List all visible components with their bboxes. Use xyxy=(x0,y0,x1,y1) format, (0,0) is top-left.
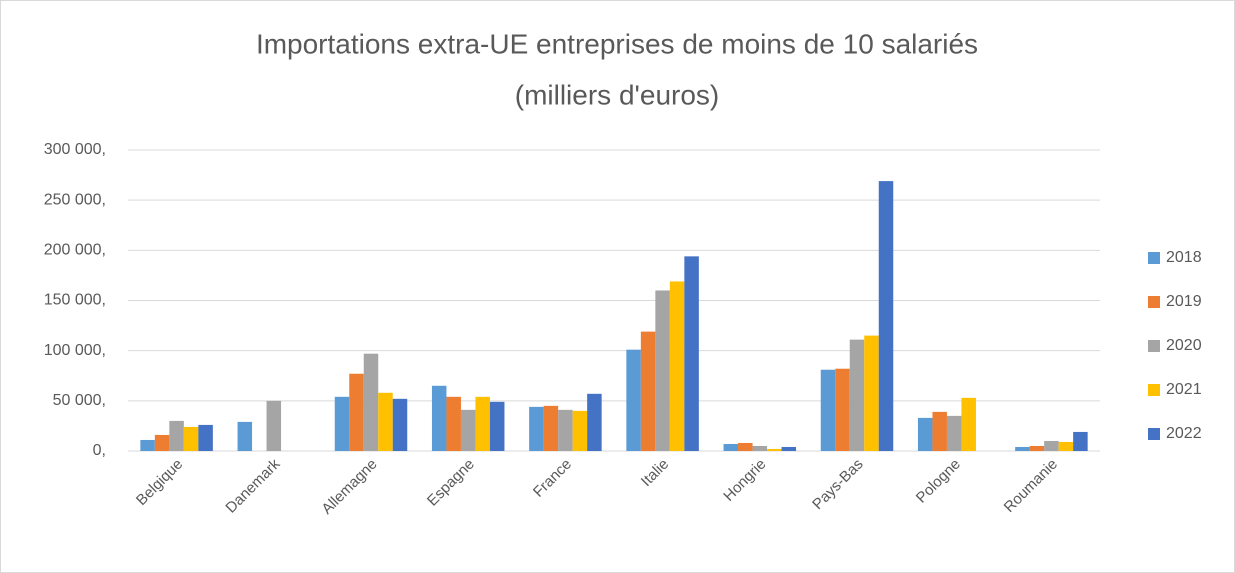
bar xyxy=(543,405,559,451)
legend-label: 2019 xyxy=(1166,293,1202,310)
bar xyxy=(169,420,184,451)
legend-label: 2021 xyxy=(1166,381,1202,398)
bar xyxy=(684,256,699,451)
bar xyxy=(946,415,962,451)
y-tick-label: 300 000, xyxy=(44,141,106,158)
legend-swatch xyxy=(1148,340,1160,352)
legend-swatch xyxy=(1148,384,1160,396)
bar xyxy=(392,398,408,451)
bar xyxy=(334,396,350,451)
bar xyxy=(431,385,447,451)
bar xyxy=(460,409,476,451)
legend-label: 2020 xyxy=(1166,337,1202,354)
bar xyxy=(961,397,976,451)
y-tick-label: 0, xyxy=(93,442,106,459)
bar xyxy=(767,448,782,451)
chart-title: (milliers d'euros) xyxy=(515,79,720,110)
bar xyxy=(752,445,768,451)
bar xyxy=(932,411,947,451)
bar xyxy=(1029,445,1045,451)
bar xyxy=(446,396,461,451)
bar xyxy=(198,424,213,451)
bar xyxy=(669,281,685,451)
bar xyxy=(558,409,573,451)
bar xyxy=(572,410,588,451)
bar xyxy=(626,349,641,451)
bar xyxy=(266,400,282,451)
legend-swatch xyxy=(1148,252,1160,264)
bar xyxy=(820,369,836,451)
bar xyxy=(475,396,490,451)
bar xyxy=(1073,431,1088,451)
bar xyxy=(835,368,850,451)
bar xyxy=(655,290,670,451)
legend-swatch xyxy=(1148,428,1160,440)
y-tick-label: 250 000, xyxy=(44,191,106,208)
bar xyxy=(864,335,879,451)
bar xyxy=(489,401,505,451)
y-tick-label: 200 000, xyxy=(44,242,106,259)
legend-label: 2022 xyxy=(1166,425,1202,442)
bar xyxy=(378,392,393,451)
bar xyxy=(723,443,739,451)
bar xyxy=(917,417,933,451)
bar xyxy=(140,439,155,451)
bar xyxy=(587,393,602,451)
y-tick-label: 150 000, xyxy=(44,292,106,309)
bar xyxy=(183,426,199,451)
legend-label: 2018 xyxy=(1166,249,1202,266)
bar xyxy=(738,442,753,451)
bar xyxy=(349,373,364,451)
bar xyxy=(849,339,865,451)
bar xyxy=(1015,446,1030,451)
bar xyxy=(781,446,797,451)
bar xyxy=(363,353,379,451)
legend-swatch xyxy=(1148,296,1160,308)
bar xyxy=(154,434,170,451)
bar xyxy=(640,331,656,451)
y-tick-label: 50 000, xyxy=(53,392,106,409)
bar xyxy=(878,181,894,451)
chart-title: Importations extra-UE entreprises de moi… xyxy=(256,28,978,59)
bar xyxy=(529,406,544,451)
bar xyxy=(237,421,253,451)
y-tick-label: 100 000, xyxy=(44,342,106,359)
bar xyxy=(1058,441,1074,451)
bar xyxy=(1044,440,1059,451)
